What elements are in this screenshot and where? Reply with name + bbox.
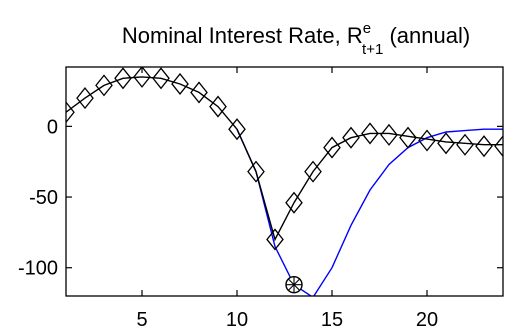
chart-title-prefix: Nominal Interest Rate, R (122, 23, 363, 48)
plot-content (66, 67, 503, 296)
diamond-marker (456, 133, 474, 156)
diamond-marker (437, 132, 455, 155)
x-tick-label: 15 (321, 309, 343, 331)
diamond-marker (152, 67, 170, 90)
x-tick-label: 5 (136, 309, 147, 331)
y-tick-label: -50 (29, 187, 58, 209)
diamond-marker (304, 160, 322, 183)
plot-area: 5 10 15 20 0 -50 -100 (18, 66, 504, 331)
diamond-marker (399, 126, 417, 149)
diamond-marker (418, 129, 436, 152)
diamond-marker (114, 67, 132, 90)
y-tick-label: 0 (47, 116, 58, 138)
diamond-marker (323, 136, 341, 159)
chart-title-subscript: t+1 (362, 41, 383, 58)
diamond-marker (66, 101, 75, 124)
diamond-marker (209, 95, 227, 118)
diamond-marker (228, 118, 246, 141)
plot-frame (65, 66, 504, 297)
special-point-asterisk-stroke (287, 278, 301, 291)
diamond-marker (133, 67, 151, 88)
diamond-marker (285, 191, 303, 214)
x-tick-label: 20 (416, 309, 438, 331)
chart-title: Nominal Interest Rate, Re t+1 (annual) (122, 20, 470, 58)
chart-title-suffix: (annual) (383, 23, 470, 48)
special-point-marker (285, 275, 303, 294)
diamond-marker (361, 122, 379, 145)
diamond-marker (190, 81, 208, 104)
diamond-marker (380, 123, 398, 146)
diamond-marker (266, 228, 284, 251)
diamond-marker (95, 74, 113, 97)
diamond-marker (171, 72, 189, 96)
series-line-black-line (66, 76, 503, 242)
diamond-marker (475, 135, 493, 158)
diamond-marker (494, 135, 503, 158)
y-tick-label: -100 (18, 258, 58, 280)
x-tick-label: 10 (226, 309, 248, 331)
diamond-marker (76, 87, 94, 110)
series-line-blue-line (236, 128, 503, 296)
diamond-marker (342, 126, 360, 149)
chart-title-superscript: e (363, 20, 371, 37)
diamond-marker (247, 160, 265, 183)
